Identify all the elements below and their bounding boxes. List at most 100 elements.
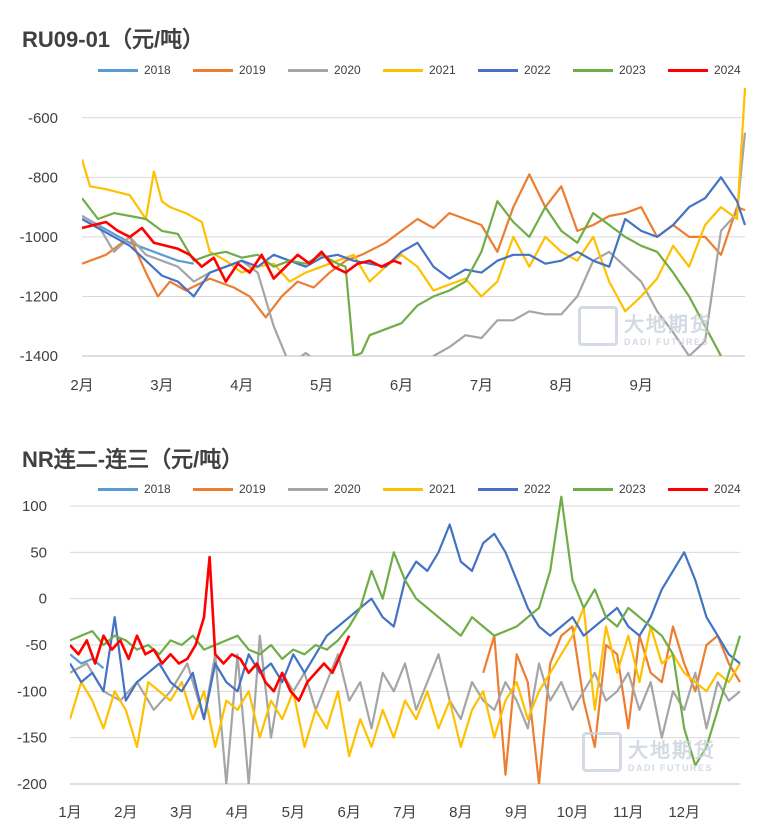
legend-label: 2019 [239, 482, 266, 496]
x-tick-label: 8月 [550, 377, 573, 394]
legend-swatch [478, 487, 518, 491]
series-line-2024 [82, 220, 402, 283]
legend-item-2020: 2020 [288, 482, 383, 496]
legend-item-2019: 2019 [193, 482, 288, 496]
y-tick-label: 0 [39, 591, 47, 608]
y-tick-label: -100 [17, 683, 47, 700]
legend-swatch [383, 487, 423, 491]
x-tick-label: 11月 [613, 804, 644, 821]
legend-item-2018: 2018 [98, 63, 193, 77]
legend-label: 2024 [714, 63, 741, 77]
series-line-2024 [70, 555, 351, 702]
series-line-2023 [82, 197, 722, 356]
x-tick-label: 2月 [114, 804, 137, 821]
legend-label: 2021 [429, 482, 456, 496]
x-tick-label: 3月 [170, 804, 193, 821]
x-tick-label: 10月 [557, 804, 589, 821]
legend-swatch [668, 487, 708, 491]
legend-swatch [383, 68, 423, 72]
series-line-2021 [70, 606, 741, 758]
legend-item-2024: 2024 [668, 482, 763, 496]
legend-label: 2023 [619, 63, 646, 77]
legend-label: 2019 [239, 63, 266, 77]
chart-plot-area: -600 -800 -1000 -1200 -1400 2月 3月 4月 5月 6月 7月 8月 9月 [20, 87, 747, 394]
chart-legend: 2018 2019 2020 2021 2022 2023 2024 [98, 482, 763, 496]
watermark-cn: 大地期货 [624, 314, 712, 336]
legend-swatch [668, 68, 708, 72]
legend-item-2021: 2021 [383, 482, 478, 496]
series-line-2022 [82, 176, 747, 298]
watermark-cn: 大地期货 [628, 740, 716, 762]
watermark: 大地期货 DADI FUTURES [628, 734, 716, 773]
watermark-en: DADI FUTURES [628, 763, 713, 773]
watermark-en: DADI FUTURES [624, 337, 709, 347]
legend-label: 2020 [334, 63, 361, 77]
y-tick-label: -800 [28, 169, 58, 186]
watermark-logo-icon [578, 306, 618, 346]
x-tick-label: 4月 [230, 377, 253, 394]
legend-label: 2020 [334, 482, 361, 496]
legend-swatch [288, 68, 328, 72]
y-tick-label: 100 [22, 498, 47, 515]
y-tick-label: 50 [30, 544, 47, 561]
x-tick-label: 2月 [70, 377, 93, 394]
chart-title: NR连二-连三（元/吨） [22, 447, 244, 472]
x-tick-label: 5月 [282, 804, 305, 821]
legend-label: 2022 [524, 482, 551, 496]
x-tick-label: 9月 [505, 804, 528, 821]
x-tick-label: 8月 [449, 804, 472, 821]
series-line-2020 [82, 132, 747, 356]
chart-plot-area: 100 50 0 -50 -100 -150 -200 1月 2月 3月 4月 5月 6月 7月 8月 9月 1… [17, 495, 742, 821]
legend-label: 2018 [144, 482, 171, 496]
legend-swatch [98, 487, 138, 491]
legend-swatch [193, 68, 233, 72]
series-line-2020 [70, 634, 741, 784]
x-tick-label: 7月 [393, 804, 416, 821]
y-tick-label: -1200 [20, 288, 58, 305]
y-tick-label: -50 [25, 637, 47, 654]
x-tick-label: 3月 [150, 377, 173, 394]
y-tick-label: -600 [28, 110, 58, 127]
legend-label: 2024 [714, 482, 741, 496]
legend-item-2022: 2022 [478, 63, 573, 77]
nr-spread-chart: NR连二-连三（元/吨） 2018 2019 2020 2021 2022 2023 202… [0, 420, 767, 839]
legend-item-2023: 2023 [573, 482, 668, 496]
x-tick-label: 12月 [668, 804, 700, 821]
legend-item-2021: 2021 [383, 63, 478, 77]
legend-swatch [288, 487, 328, 491]
legend-item-2019: 2019 [193, 63, 288, 77]
y-tick-label: -150 [17, 730, 47, 747]
watermark-logo-icon [582, 732, 622, 772]
legend-item-2023: 2023 [573, 63, 668, 77]
chart-legend: 2018 2019 2020 2021 2022 2023 2024 [98, 63, 763, 77]
legend-label: 2021 [429, 63, 456, 77]
x-tick-label: 6月 [337, 804, 360, 821]
x-tick-label: 9月 [629, 377, 652, 394]
legend-item-2022: 2022 [478, 482, 573, 496]
legend-label: 2018 [144, 63, 171, 77]
chart-title: RU09-01（元/吨） [22, 27, 205, 52]
series-line-2018 [70, 653, 105, 670]
legend-swatch [573, 68, 613, 72]
legend-item-2024: 2024 [668, 63, 763, 77]
legend-swatch [193, 487, 233, 491]
x-tick-label: 4月 [226, 804, 249, 821]
x-tick-label: 7月 [470, 377, 493, 394]
x-tick-label: 5月 [310, 377, 333, 394]
legend-swatch [98, 68, 138, 72]
legend-swatch [478, 68, 518, 72]
legend-swatch [573, 487, 613, 491]
legend-item-2018: 2018 [98, 482, 193, 496]
x-tick-label: 1月 [58, 804, 81, 821]
series-line-2023 [70, 495, 742, 767]
y-tick-label: -200 [17, 776, 47, 793]
watermark: 大地期货 DADI FUTURES [624, 308, 712, 347]
legend-item-2020: 2020 [288, 63, 383, 77]
ru-spread-chart: RU09-01（元/吨） 2018 2019 2020 2021 2022 2023 202… [0, 0, 767, 415]
series-line-2021 [82, 87, 747, 313]
y-tick-label: -1000 [20, 229, 58, 246]
legend-label: 2023 [619, 482, 646, 496]
legend-label: 2022 [524, 63, 551, 77]
y-tick-label: -1400 [20, 348, 58, 365]
x-tick-label: 6月 [390, 377, 413, 394]
